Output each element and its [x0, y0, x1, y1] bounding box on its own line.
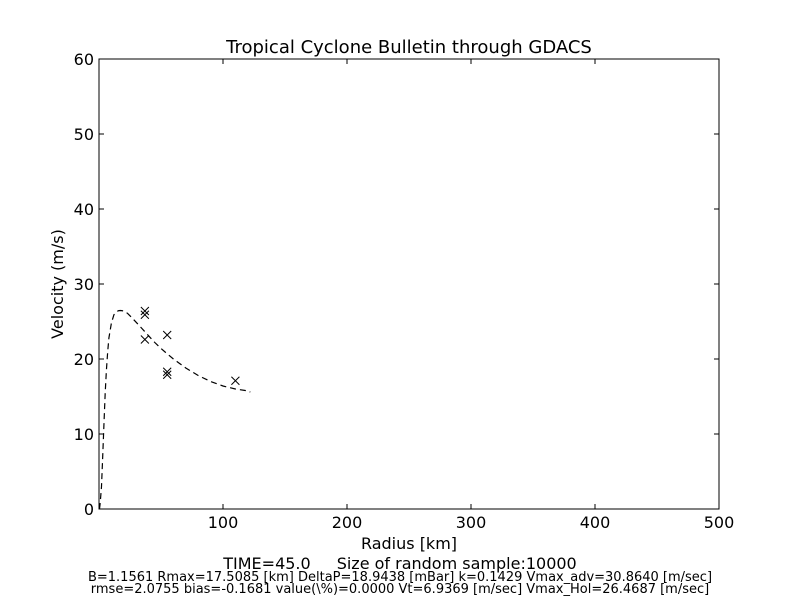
data-point-1-0 — [140, 306, 150, 316]
x-tick-label-1: 200 — [332, 513, 363, 532]
x-axis-label: Radius [km] — [361, 534, 457, 553]
x-tick-label-2: 300 — [456, 513, 487, 532]
footer-time-line: TIME=45.0 Size of random sample:10000 — [0, 555, 800, 573]
fit-statistics-line: rmse=2.0755 bias=-0.1681 value(\%)=0.000… — [90, 582, 710, 597]
sample-size-readout: Size of random sample:10000 — [336, 554, 577, 573]
y-tick-label-1: 10 — [74, 425, 94, 444]
data-point-1-5 — [162, 370, 172, 380]
y-axis-label: Velocity (m/s) — [48, 229, 67, 339]
y-tick-label-4: 40 — [74, 200, 94, 219]
series-line-0 — [98, 309, 251, 510]
x-tick-label-0: 100 — [208, 513, 239, 532]
y-tick-label-6: 60 — [74, 50, 94, 69]
x-tick-label-3: 400 — [580, 513, 611, 532]
data-point-1-3 — [162, 330, 172, 340]
y-tick-label-3: 30 — [74, 275, 94, 294]
time-readout: TIME=45.0 — [223, 554, 311, 573]
data-point-1-6 — [231, 376, 240, 386]
y-tick-label-5: 50 — [74, 125, 94, 144]
chart-title: Tropical Cyclone Bulletin through GDACS — [225, 37, 592, 58]
x-tick-label-4: 500 — [704, 513, 735, 532]
data-point-1-2 — [140, 335, 150, 344]
data-point-1-4 — [162, 367, 172, 377]
axes-frame — [98, 58, 720, 510]
y-tick-label-0: 0 — [84, 500, 94, 519]
model-parameters-line: B=1.1561 Rmax=17.5085 [km] DeltaP=18.943… — [87, 570, 713, 585]
y-tick-label-2: 20 — [74, 350, 94, 369]
data-point-1-1 — [140, 310, 150, 320]
plot-area: 100 200 300 400 500 0 10 20 30 40 50 60 — [74, 50, 735, 532]
